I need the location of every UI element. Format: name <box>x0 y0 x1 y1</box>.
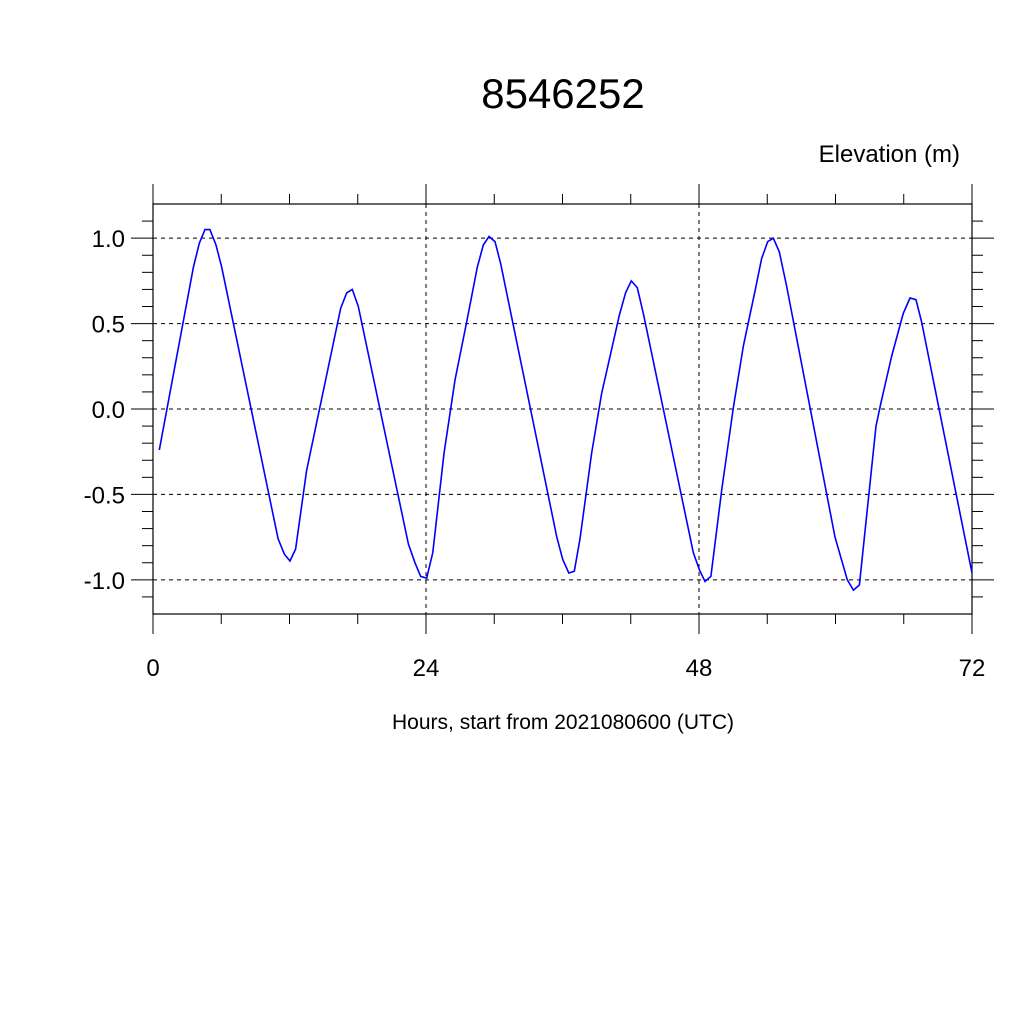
gridlines <box>153 204 972 614</box>
plot-frame <box>152 203 973 615</box>
y-tick-label: -0.5 <box>84 482 125 509</box>
tick-labels: -1.0 -0.5 0.0 0.5 1.0 0 24 48 72 <box>84 226 986 682</box>
y-tick-label: 1.0 <box>92 226 125 253</box>
y-tick-label: 0.5 <box>92 312 125 339</box>
x-axis-label: Hours, start from 2021080600 (UTC) <box>392 711 734 734</box>
y-axis-label: Elevation (m) <box>819 141 960 168</box>
x-tick-label: 72 <box>959 655 986 682</box>
y-tick-label: -1.0 <box>84 568 125 595</box>
chart-title: 8546252 <box>481 70 645 117</box>
x-tick-label: 0 <box>146 655 159 682</box>
x-tick-label: 48 <box>686 655 713 682</box>
y-tick-label: 0.0 <box>92 397 125 424</box>
x-tick-label: 24 <box>413 655 440 682</box>
axis-ticks <box>131 184 994 634</box>
elevation-series-line <box>158 228 973 592</box>
